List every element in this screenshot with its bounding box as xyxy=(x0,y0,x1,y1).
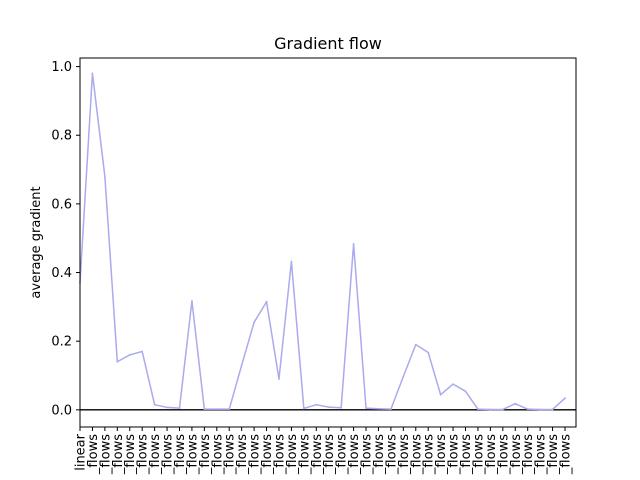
data-point xyxy=(439,393,442,396)
x-tick-label: _flows xyxy=(422,434,437,475)
x-tick-label: _flows xyxy=(347,434,362,475)
data-point xyxy=(414,343,417,346)
data-point xyxy=(253,321,256,324)
data-point xyxy=(340,406,343,409)
y-tick-label: 0.2 xyxy=(51,335,72,350)
x-tick-label: _flows xyxy=(235,434,250,475)
data-point xyxy=(91,72,94,75)
data-point xyxy=(526,408,529,411)
data-point xyxy=(191,300,193,302)
data-point xyxy=(166,406,168,409)
data-point xyxy=(452,383,454,385)
x-tick-label: _flows xyxy=(360,434,375,475)
data-point xyxy=(240,364,243,367)
y-tick-label: 0.8 xyxy=(51,129,72,144)
x-tick-label: _flows xyxy=(384,434,399,475)
data-point xyxy=(464,390,467,393)
x-tick-label: _flows xyxy=(322,434,337,475)
x-tick-label: _flows xyxy=(111,434,126,475)
x-tick-label: _flows xyxy=(123,434,138,475)
data-point xyxy=(215,408,218,411)
x-tick-label: _flows xyxy=(98,434,113,475)
data-point xyxy=(564,397,566,400)
data-point xyxy=(377,407,380,410)
data-point xyxy=(327,406,330,408)
data-point xyxy=(551,408,554,411)
data-point xyxy=(389,408,392,411)
data-point xyxy=(141,350,144,353)
data-point xyxy=(427,351,430,354)
series-line xyxy=(79,72,566,411)
x-tick-label: _flows xyxy=(447,434,462,475)
plot-frame xyxy=(79,57,577,428)
x-tick-label: _flows xyxy=(86,434,101,475)
data-point xyxy=(402,375,405,378)
x-tick-label: _flows xyxy=(148,434,163,475)
chart-title: Gradient flow xyxy=(274,34,382,53)
x-tick-label: _flows xyxy=(409,434,424,475)
x-tick-label: _flows xyxy=(534,434,549,475)
x-tick-label: _flows xyxy=(559,434,574,475)
x-tick-label: linear xyxy=(74,433,89,470)
x-tick-label: _flows xyxy=(272,434,287,475)
x-tick-label: _flows xyxy=(260,434,275,475)
x-tick-label: _flows xyxy=(161,434,176,475)
series-layer xyxy=(79,72,566,411)
x-tick-label: _flows xyxy=(484,434,499,475)
x-tick-label: _flows xyxy=(173,434,188,475)
data-point xyxy=(477,408,479,411)
data-point xyxy=(489,408,492,411)
data-point xyxy=(278,378,280,380)
y-axis-label: average gradient xyxy=(29,186,44,298)
x-tick-label: _flows xyxy=(248,434,263,475)
data-point xyxy=(103,175,106,178)
x-tick-label: _flows xyxy=(496,434,511,475)
data-point xyxy=(228,408,231,411)
y-tick-label: 1.0 xyxy=(51,60,72,75)
x-tick-label: _flows xyxy=(397,434,412,475)
data-point xyxy=(365,407,367,410)
data-point xyxy=(352,243,355,245)
x-tick-label: _flows xyxy=(372,434,387,475)
data-point xyxy=(128,354,131,356)
data-point xyxy=(501,408,504,411)
x-tick-label: _flows xyxy=(335,434,350,475)
x-tick-label: _flows xyxy=(546,434,561,475)
data-point xyxy=(203,408,206,411)
y-tick-label: 0.0 xyxy=(51,403,72,418)
x-tick-label: _flows xyxy=(310,434,325,475)
data-point xyxy=(514,402,517,405)
x-tick-label: _flows xyxy=(285,434,300,475)
data-point xyxy=(539,408,542,411)
x-tick-label: _flows xyxy=(198,434,213,475)
data-point xyxy=(153,403,156,406)
x-tick-label: _flows xyxy=(509,434,524,475)
x-tick-label: _flows xyxy=(434,434,449,475)
data-point xyxy=(315,403,318,406)
x-tick-label: _flows xyxy=(459,434,474,475)
y-tick-label: 0.6 xyxy=(51,197,72,212)
y-tick-label: 0.4 xyxy=(51,266,72,281)
data-point xyxy=(116,360,119,363)
data-point xyxy=(302,407,305,410)
x-tick-label: _flows xyxy=(521,434,536,475)
y-axis-ticks: 0.0 0.2 0.4 0.6 0.8 1.0 xyxy=(51,60,80,418)
x-tick-label: _flows xyxy=(471,434,486,475)
x-tick-label: _flows xyxy=(223,434,238,475)
x-axis-ticks: linear_flows_flows_flows_flows_flows_flo… xyxy=(74,427,574,475)
x-tick-label: _flows xyxy=(297,434,312,475)
x-tick-label: _flows xyxy=(136,434,151,475)
x-tick-label: _flows xyxy=(185,434,200,475)
data-point xyxy=(290,260,293,263)
x-tick-label: _flows xyxy=(210,434,225,475)
plot-area xyxy=(80,58,576,427)
data-point xyxy=(265,300,268,303)
data-point xyxy=(178,407,181,410)
